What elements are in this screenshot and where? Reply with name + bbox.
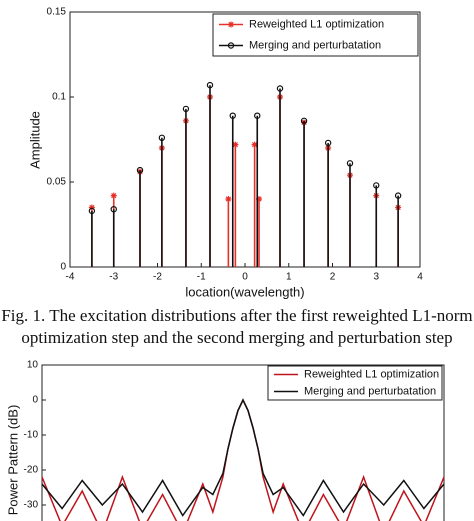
star-marker bbox=[88, 204, 95, 211]
circle-marker bbox=[227, 42, 235, 49]
circle-marker bbox=[254, 112, 261, 119]
y-tick-label: 0.05 bbox=[47, 177, 67, 188]
legend-label: Merging and perturbatation bbox=[249, 39, 381, 51]
x-tick-label: 2 bbox=[330, 272, 336, 283]
circle-marker bbox=[88, 207, 96, 215]
legend-label: Reweighted L1 optimization bbox=[304, 368, 439, 380]
x-tick-label: -4 bbox=[66, 272, 75, 283]
x-tick-label: 1 bbox=[286, 272, 292, 283]
legend-label: Merging and perturbatation bbox=[304, 385, 436, 397]
x-tick-label: 0 bbox=[242, 272, 248, 283]
star-marker bbox=[251, 141, 258, 148]
circle-marker bbox=[136, 166, 144, 174]
caption-line: Fig. 1. The excitation distributions aft… bbox=[1, 306, 472, 325]
x-tick-label: -1 bbox=[197, 272, 206, 283]
legend-box bbox=[267, 365, 443, 401]
circle-marker bbox=[276, 85, 284, 92]
circle-marker bbox=[346, 160, 354, 167]
x-tick-label: 4 bbox=[417, 272, 423, 283]
circle-marker bbox=[158, 134, 166, 141]
circle-marker bbox=[110, 205, 117, 213]
star-marker bbox=[232, 141, 239, 148]
circle-marker bbox=[206, 81, 214, 89]
caption-line: optimization step and the second merging… bbox=[21, 328, 452, 347]
circle-marker bbox=[182, 105, 190, 113]
y-axis-label: Power Pattern (dB) bbox=[5, 405, 20, 516]
x-tick-label: 3 bbox=[373, 272, 379, 283]
star-marker bbox=[228, 21, 234, 28]
legend-label: Reweighted L1 optimization bbox=[249, 18, 384, 30]
pattern-line bbox=[41, 398, 445, 521]
circle-marker bbox=[229, 112, 236, 119]
circle-marker bbox=[300, 117, 308, 125]
y-tick-label: -20 bbox=[24, 465, 39, 476]
y-axis-label: Amplitude bbox=[27, 111, 42, 169]
circle-marker bbox=[373, 182, 380, 189]
star-marker bbox=[225, 196, 232, 202]
y-tick-label: 0 bbox=[60, 262, 66, 273]
y-tick-label: 0 bbox=[32, 395, 38, 406]
legend-box bbox=[212, 13, 419, 57]
y-tick-label: -30 bbox=[24, 500, 39, 511]
star-marker bbox=[256, 196, 262, 202]
x-axis-label: location(wavelength) bbox=[185, 284, 304, 299]
y-tick-label: 0.15 bbox=[47, 7, 67, 18]
pattern-line bbox=[41, 398, 445, 517]
x-tick-label: -2 bbox=[153, 272, 162, 283]
circle-marker bbox=[324, 139, 332, 147]
plot-area bbox=[41, 364, 445, 521]
x-tick-label: -3 bbox=[109, 272, 118, 283]
star-marker bbox=[110, 192, 117, 199]
circle-marker bbox=[394, 192, 402, 199]
y-tick-label: 10 bbox=[27, 360, 39, 371]
y-tick-label: -10 bbox=[24, 430, 39, 441]
y-tick-label: 0.1 bbox=[52, 92, 66, 103]
